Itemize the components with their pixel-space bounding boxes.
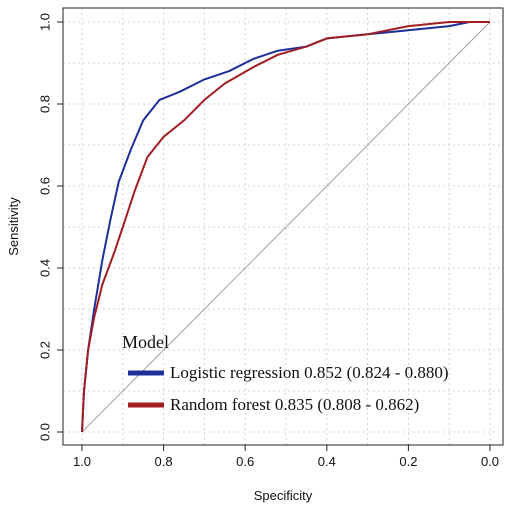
y-axis-ticks: 0.0 0.2 0.4 0.6 0.8 1.0 (37, 13, 63, 441)
y-tick-label-5: 1.0 (37, 13, 52, 31)
legend-label-random-forest: Random forest 0.835 (0.808 - 0.862) (170, 395, 419, 414)
series-line-0 (81, 21, 490, 433)
x-tick-label-4: 0.2 (399, 454, 417, 469)
x-axis-title: Specificity (254, 488, 313, 503)
x-tick-label-5: 0.0 (481, 454, 499, 469)
reference-diagonal-line (81, 21, 491, 433)
legend-label-logistic-regression: Logistic regression 0.852 (0.824 - 0.880… (170, 363, 449, 382)
legend-title: Model (122, 332, 169, 352)
x-tick-label-2: 0.6 (236, 454, 254, 469)
plot-border (62, 7, 504, 446)
series-line-1 (81, 21, 490, 433)
x-tick-label-1: 0.8 (155, 454, 173, 469)
grid (63, 8, 503, 445)
x-axis-ticks: 1.0 0.8 0.6 0.4 0.2 0.0 (73, 445, 499, 469)
y-axis-title: Sensitivity (6, 197, 21, 256)
y-tick-label-1: 0.2 (37, 341, 52, 359)
series-layer (81, 21, 490, 433)
legend: Model Logistic regression 0.852 (0.824 -… (122, 332, 449, 414)
x-tick-label-0: 1.0 (73, 454, 91, 469)
y-tick-label-4: 0.8 (37, 95, 52, 113)
y-tick-label-0: 0.0 (37, 423, 52, 441)
y-tick-label-3: 0.6 (37, 177, 52, 195)
x-tick-label-3: 0.4 (318, 454, 336, 469)
y-tick-label-2: 0.4 (37, 259, 52, 277)
